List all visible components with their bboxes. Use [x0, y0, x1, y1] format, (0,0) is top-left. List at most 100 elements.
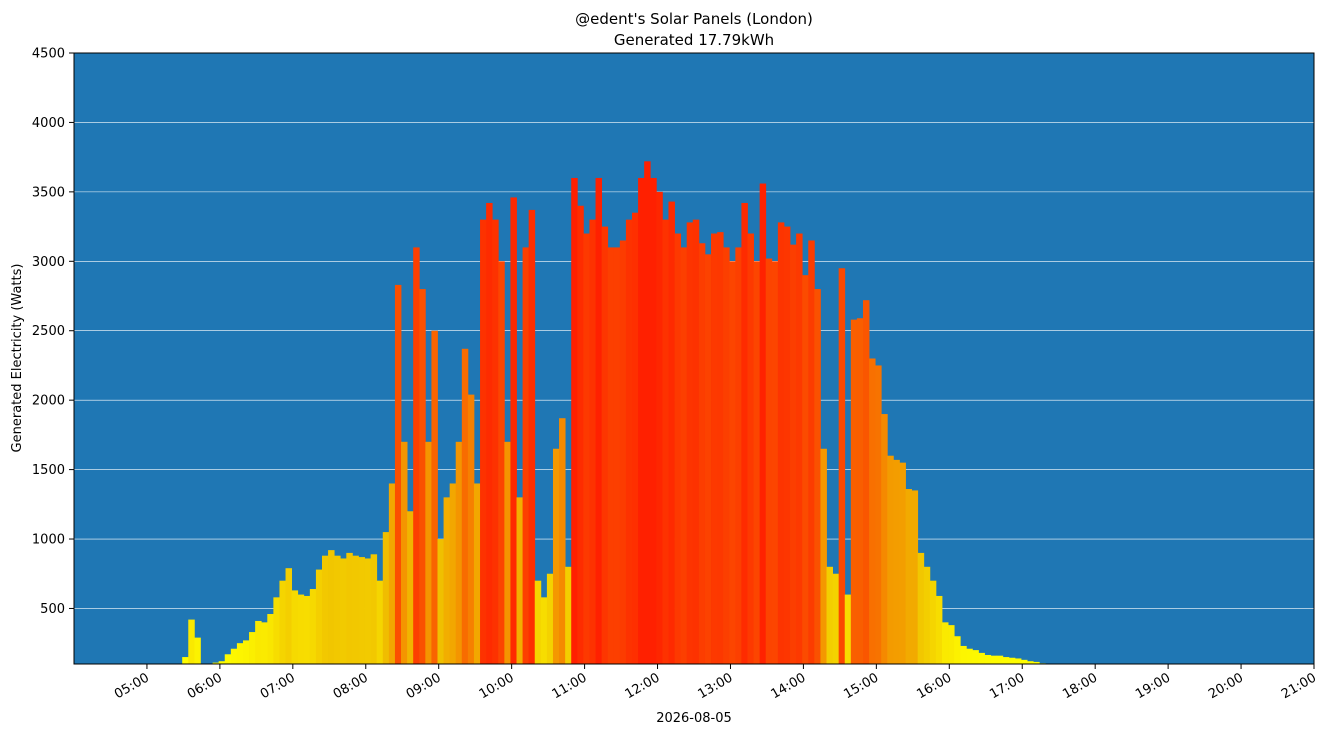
bar — [285, 568, 293, 664]
bar — [486, 202, 493, 665]
bar — [826, 566, 833, 664]
x-tick-label: 08:00 — [331, 670, 371, 702]
bar — [802, 275, 809, 664]
bar — [692, 219, 700, 665]
bar — [771, 261, 779, 664]
bar — [516, 497, 523, 664]
bar — [638, 177, 645, 664]
x-tick-label: 07:00 — [258, 670, 298, 702]
bar — [559, 418, 566, 664]
x-tick-label: 05:00 — [112, 670, 152, 702]
y-tick-label: 2000 — [32, 394, 65, 409]
x-tick-label: 15:00 — [841, 670, 881, 702]
x-axis-label: 2026-08-05 — [656, 711, 732, 726]
bars — [182, 161, 1046, 665]
bar — [729, 261, 736, 664]
chart-subtitle: Generated 17.79kWh — [614, 31, 774, 49]
bar — [741, 202, 748, 665]
bar — [1014, 658, 1022, 664]
bar — [966, 648, 973, 664]
bar — [662, 219, 669, 665]
bar — [735, 247, 742, 664]
bar — [449, 483, 457, 664]
bar — [808, 240, 815, 664]
bar — [212, 662, 220, 664]
bar — [942, 622, 949, 664]
bar — [303, 595, 311, 664]
bar — [461, 348, 469, 664]
bar — [358, 557, 365, 664]
bar — [230, 648, 238, 664]
x-tick-label: 13:00 — [696, 670, 736, 702]
bar — [972, 650, 979, 664]
y-tick-label: 1500 — [32, 463, 65, 478]
bar — [668, 201, 675, 664]
y-tick-label: 3500 — [32, 185, 65, 200]
x-tick-label: 16:00 — [914, 670, 954, 702]
bar — [723, 247, 730, 664]
bar — [899, 462, 906, 664]
bar — [990, 655, 998, 664]
bar — [960, 645, 967, 664]
bar — [382, 532, 390, 664]
y-axis-label: Generated Electricity (Watts) — [10, 264, 25, 453]
bar — [571, 177, 578, 664]
bar — [680, 247, 688, 664]
bar — [218, 661, 226, 664]
bar — [905, 489, 913, 664]
bar — [431, 330, 438, 664]
bar — [711, 233, 718, 665]
bar — [376, 580, 384, 664]
bar — [510, 197, 517, 664]
bar — [644, 161, 651, 664]
bar — [747, 233, 754, 665]
bar — [388, 483, 396, 664]
bar — [480, 219, 487, 665]
bar — [1008, 657, 1016, 664]
bar — [1027, 661, 1034, 664]
bar — [1033, 661, 1040, 664]
bar — [552, 448, 560, 664]
bar — [522, 247, 530, 664]
bar — [996, 655, 1004, 664]
bar — [267, 614, 274, 664]
x-tick-label: 17:00 — [987, 670, 1027, 702]
bar — [473, 483, 481, 664]
bar — [455, 441, 463, 664]
bar — [401, 441, 408, 664]
y-tick-label: 2500 — [32, 324, 65, 339]
bar — [704, 254, 712, 664]
bar — [242, 640, 250, 664]
bar — [850, 319, 858, 664]
bar — [954, 636, 961, 664]
bar — [790, 244, 797, 664]
bar — [297, 594, 305, 664]
bar — [443, 497, 451, 664]
bar — [565, 566, 572, 664]
bar — [923, 566, 931, 664]
x-tick-label: 18:00 — [1060, 670, 1100, 702]
y-tick-label: 4500 — [32, 47, 65, 62]
bar — [619, 240, 627, 664]
bar — [796, 233, 803, 665]
bar — [717, 232, 724, 664]
bar — [540, 597, 548, 664]
bar — [492, 219, 499, 665]
bar — [698, 243, 706, 665]
bar — [370, 554, 378, 664]
bar — [844, 594, 852, 664]
bar — [528, 209, 536, 665]
bar — [595, 177, 603, 664]
bar — [309, 589, 317, 664]
bar — [334, 555, 341, 664]
bar — [893, 459, 900, 664]
bar — [589, 219, 596, 665]
bar — [188, 619, 195, 664]
bar — [607, 247, 615, 664]
bar — [838, 268, 846, 664]
bar — [875, 365, 882, 664]
bar — [467, 394, 475, 664]
bar — [1002, 657, 1010, 664]
x-axis: 05:00 06:00 07:00 08:00 09:00 10:00 11:00 12:00… — [112, 664, 1319, 702]
